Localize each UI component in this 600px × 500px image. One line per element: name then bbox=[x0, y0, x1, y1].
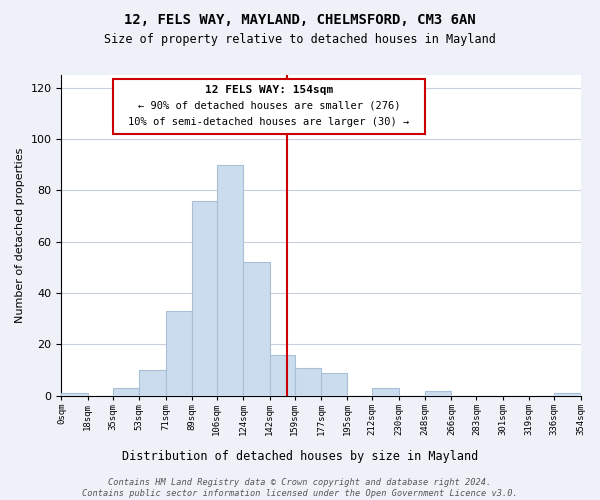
Bar bbox=[113, 79, 425, 134]
Text: 12 FELS WAY: 154sqm: 12 FELS WAY: 154sqm bbox=[205, 85, 333, 95]
Bar bbox=[217, 165, 243, 396]
Bar bbox=[425, 390, 451, 396]
Bar bbox=[269, 354, 295, 396]
Text: Size of property relative to detached houses in Mayland: Size of property relative to detached ho… bbox=[104, 32, 496, 46]
Bar bbox=[61, 393, 88, 396]
Y-axis label: Number of detached properties: Number of detached properties bbox=[15, 148, 25, 323]
Text: Contains HM Land Registry data © Crown copyright and database right 2024.
Contai: Contains HM Land Registry data © Crown c… bbox=[82, 478, 518, 498]
Text: Distribution of detached houses by size in Mayland: Distribution of detached houses by size … bbox=[122, 450, 478, 463]
Bar bbox=[139, 370, 166, 396]
Text: ← 90% of detached houses are smaller (276): ← 90% of detached houses are smaller (27… bbox=[137, 100, 400, 110]
Bar bbox=[554, 393, 581, 396]
Bar bbox=[295, 368, 321, 396]
Bar bbox=[243, 262, 269, 396]
Bar bbox=[321, 372, 347, 396]
Text: 12, FELS WAY, MAYLAND, CHELMSFORD, CM3 6AN: 12, FELS WAY, MAYLAND, CHELMSFORD, CM3 6… bbox=[124, 12, 476, 26]
Text: 10% of semi-detached houses are larger (30) →: 10% of semi-detached houses are larger (… bbox=[128, 117, 410, 127]
Bar bbox=[166, 311, 192, 396]
Bar bbox=[372, 388, 398, 396]
Bar bbox=[113, 388, 139, 396]
Bar bbox=[192, 201, 217, 396]
